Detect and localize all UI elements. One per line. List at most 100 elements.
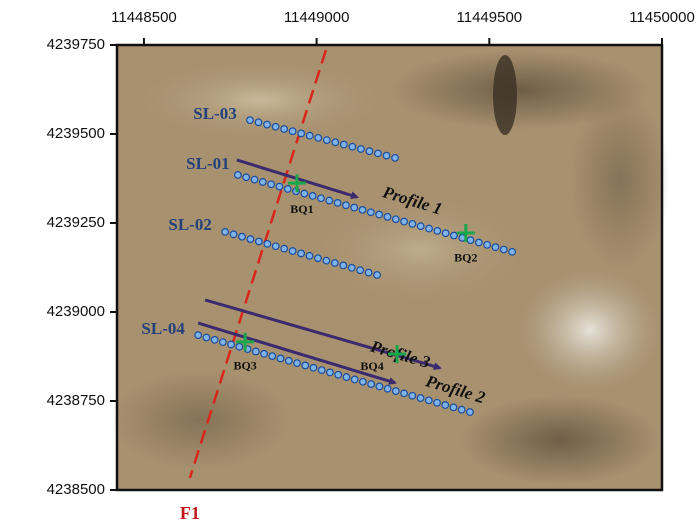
survey-point <box>383 152 390 159</box>
survey-point <box>318 367 325 374</box>
survey-point <box>256 238 263 245</box>
survey-point <box>434 228 441 235</box>
survey-point <box>451 232 458 239</box>
survey-point <box>376 383 383 390</box>
survey-point <box>401 218 408 225</box>
survey-point <box>195 332 202 339</box>
survey-point <box>247 236 254 243</box>
survey-point <box>253 348 260 355</box>
survey-point <box>384 214 391 221</box>
survey-point <box>458 406 465 413</box>
y-tick-label: 4238750 <box>47 392 105 409</box>
survey-point <box>272 243 279 250</box>
survey-point <box>509 249 516 256</box>
survey-point <box>268 181 275 188</box>
survey-point <box>434 399 441 406</box>
survey-point <box>298 130 305 137</box>
survey-point <box>277 355 284 362</box>
survey-point <box>261 350 268 357</box>
survey-point <box>351 204 358 211</box>
survey-point <box>289 248 296 255</box>
survey-point <box>409 221 416 228</box>
survey-point <box>442 230 449 237</box>
survey-point <box>289 128 296 135</box>
survey-point <box>315 255 322 262</box>
survey-point <box>500 246 507 253</box>
survey-point <box>255 119 262 126</box>
survey-point <box>222 229 229 236</box>
survey-point <box>392 216 399 223</box>
survey-point <box>393 388 400 395</box>
survey-point <box>211 337 218 344</box>
survey-line-label: SL-01 <box>186 154 229 173</box>
survey-point <box>281 245 288 252</box>
borehole-label: BQ1 <box>290 202 313 216</box>
survey-point <box>326 197 333 204</box>
survey-point <box>365 269 372 276</box>
x-tick-label: 11449000 <box>284 9 350 26</box>
survey-point <box>426 225 433 232</box>
survey-point <box>298 250 305 257</box>
survey-point <box>323 257 330 264</box>
y-tick-label: 4239750 <box>47 36 105 53</box>
survey-point <box>301 190 308 197</box>
survey-point <box>334 200 341 207</box>
survey-point <box>228 341 235 348</box>
fault-label: F1 <box>180 503 200 523</box>
survey-point <box>318 195 325 202</box>
borehole-label: BQ4 <box>360 359 383 373</box>
survey-point <box>239 233 246 240</box>
survey-point <box>309 193 316 200</box>
survey-point <box>450 404 457 411</box>
survey-point <box>272 123 279 130</box>
survey-point <box>281 126 288 133</box>
borehole-label: BQ2 <box>454 251 477 265</box>
map: 1144850011449000114495001145000042397504… <box>0 0 700 526</box>
survey-point <box>348 264 355 271</box>
survey-point <box>360 378 367 385</box>
survey-point <box>335 371 342 378</box>
survey-point <box>374 272 381 279</box>
survey-point <box>230 231 237 238</box>
survey-point <box>235 172 242 179</box>
survey-point <box>467 237 474 244</box>
survey-point <box>327 369 334 376</box>
survey-point <box>442 402 449 409</box>
survey-point <box>492 244 499 251</box>
survey-point <box>264 121 271 128</box>
survey-point <box>376 211 383 218</box>
survey-point <box>276 183 283 190</box>
survey-point <box>467 409 474 416</box>
survey-point <box>366 148 373 155</box>
survey-point <box>349 143 356 150</box>
survey-point <box>351 376 358 383</box>
survey-point <box>409 392 416 399</box>
survey-point <box>302 362 309 369</box>
survey-point <box>392 155 399 162</box>
survey-point <box>285 357 292 364</box>
survey-point <box>332 139 339 146</box>
survey-point <box>484 242 491 249</box>
survey-point <box>375 150 382 157</box>
survey-point <box>315 135 322 142</box>
survey-point <box>264 241 271 248</box>
borehole-label: BQ3 <box>233 359 256 373</box>
survey-point <box>306 132 313 139</box>
y-tick-label: 4239000 <box>47 303 105 320</box>
survey-point <box>247 117 254 124</box>
survey-point <box>343 202 350 209</box>
survey-point <box>368 381 375 388</box>
survey-point <box>236 343 243 350</box>
survey-point <box>260 179 267 186</box>
survey-point <box>476 239 483 246</box>
survey-point <box>332 260 339 267</box>
survey-point <box>417 395 424 402</box>
survey-point <box>358 146 365 153</box>
survey-point <box>323 137 330 144</box>
survey-point <box>359 207 366 214</box>
y-tick-label: 4239500 <box>47 125 105 142</box>
x-tick-label: 11449500 <box>457 9 523 26</box>
survey-point <box>357 267 364 274</box>
survey-point <box>340 262 347 269</box>
survey-point <box>284 186 291 193</box>
